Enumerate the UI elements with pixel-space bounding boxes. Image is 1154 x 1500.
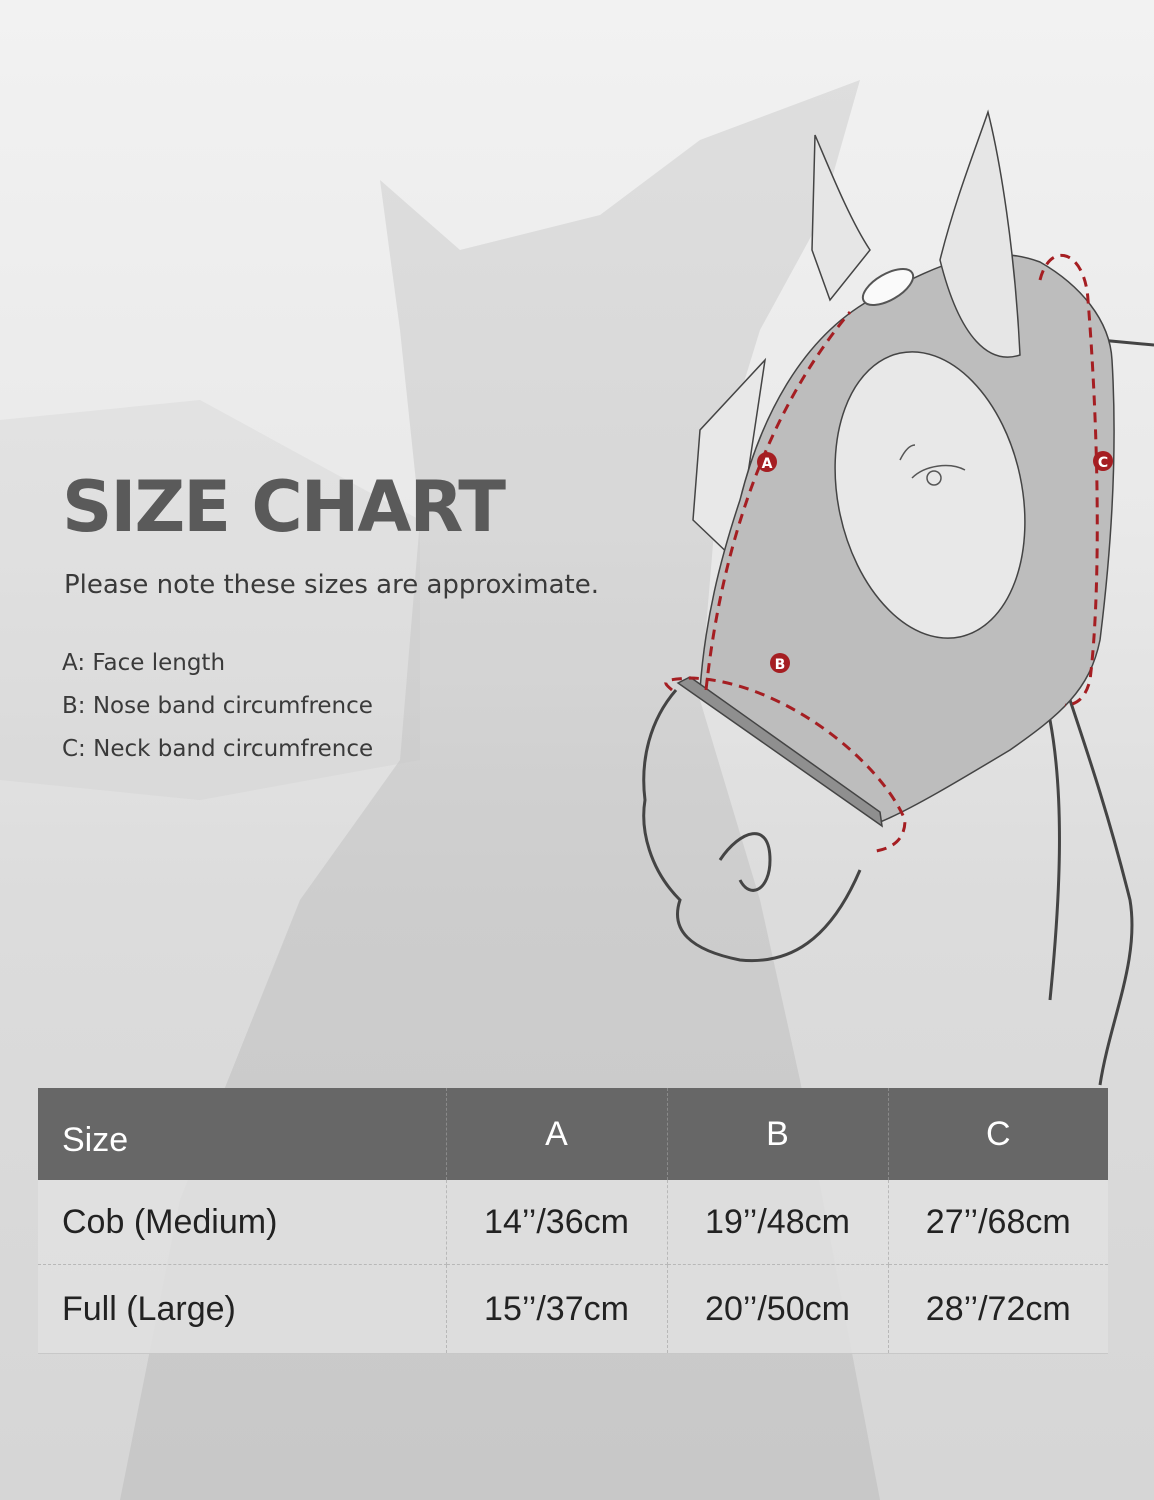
- size-name: Full (Large): [38, 1264, 447, 1354]
- label-a: A: [762, 456, 773, 472]
- legend-item-c: C: Neck band circumfrence: [62, 736, 374, 762]
- arrow-b: [664, 676, 907, 854]
- label-c-marker: C: [1093, 451, 1113, 471]
- page-title: SIZE CHART: [62, 466, 506, 548]
- label-b: B: [775, 657, 786, 673]
- forelock-hole: [861, 268, 915, 306]
- legend-item-b: B: Nose band circumfrence: [62, 693, 373, 719]
- eye-opening: [834, 351, 1026, 639]
- value-c: 27’’/68cm: [888, 1180, 1108, 1265]
- value-a: 14’’/36cm: [446, 1180, 668, 1265]
- eye-icon: [899, 444, 966, 486]
- value-b: 19’’/48cm: [667, 1180, 889, 1265]
- header-size: Size: [38, 1088, 447, 1180]
- label-a-marker: A: [757, 452, 777, 472]
- nose-band: [676, 676, 883, 828]
- table-header-row: Size A B C: [38, 1088, 1108, 1180]
- header-b: B: [667, 1088, 889, 1180]
- arrow-c: [1038, 253, 1099, 707]
- measurement-arrows: [664, 253, 1099, 854]
- table-row: Full (Large) 15’’/37cm 20’’/50cm 28’’/72…: [38, 1264, 1108, 1354]
- value-b: 20’’/50cm: [667, 1264, 889, 1354]
- value-c: 28’’/72cm: [888, 1264, 1108, 1354]
- table-row: Cob (Medium) 14’’/36cm 19’’/48cm 27’’/68…: [38, 1180, 1108, 1265]
- size-table: Size A B C Cob (Medium) 14’’/36cm 19’’/4…: [38, 1088, 1108, 1354]
- size-name: Cob (Medium): [38, 1180, 447, 1265]
- approximate-note: Please note these sizes are approximate.: [64, 570, 599, 600]
- value-a: 15’’/37cm: [446, 1264, 668, 1354]
- legend-item-a: A: Face length: [62, 650, 226, 676]
- header-c: C: [888, 1088, 1108, 1180]
- arrow-a: [704, 311, 852, 691]
- measurement-legend: A: Face length B: Nose band circumfrence…: [62, 642, 373, 771]
- left-ear: [811, 134, 871, 302]
- right-ear: [939, 109, 1021, 358]
- label-b-marker: B: [770, 653, 790, 673]
- horse-outline: [642, 338, 1154, 1086]
- header-a: A: [446, 1088, 668, 1180]
- label-c: C: [1098, 455, 1108, 471]
